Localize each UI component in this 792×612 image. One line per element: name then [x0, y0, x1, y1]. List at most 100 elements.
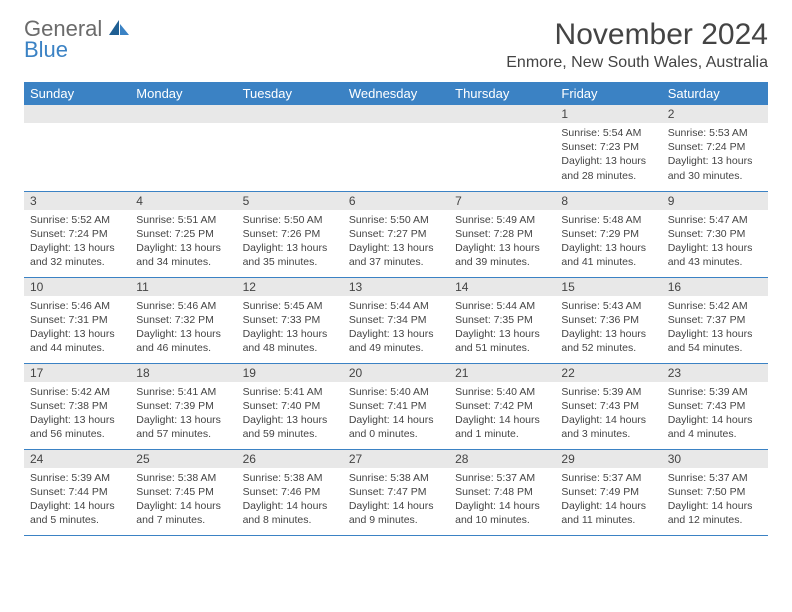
- day-line: Daylight: 13 hours and 35 minutes.: [243, 241, 337, 269]
- day-line: Sunset: 7:35 PM: [455, 313, 549, 327]
- day-line: Sunset: 7:25 PM: [136, 227, 230, 241]
- calendar-body: 1Sunrise: 5:54 AMSunset: 7:23 PMDaylight…: [24, 105, 768, 535]
- calendar-cell: 27Sunrise: 5:38 AMSunset: 7:47 PMDayligh…: [343, 449, 449, 535]
- day-header-monday: Monday: [130, 82, 236, 105]
- day-number: 11: [130, 278, 236, 296]
- day-line: Daylight: 13 hours and 48 minutes.: [243, 327, 337, 355]
- day-line: Sunrise: 5:51 AM: [136, 213, 230, 227]
- day-number: 22: [555, 364, 661, 382]
- calendar-table: SundayMondayTuesdayWednesdayThursdayFrid…: [24, 82, 768, 536]
- calendar-cell: 16Sunrise: 5:42 AMSunset: 7:37 PMDayligh…: [662, 277, 768, 363]
- calendar-cell: 11Sunrise: 5:46 AMSunset: 7:32 PMDayligh…: [130, 277, 236, 363]
- day-header-wednesday: Wednesday: [343, 82, 449, 105]
- day-line: Sunrise: 5:52 AM: [30, 213, 124, 227]
- day-content: Sunrise: 5:42 AMSunset: 7:38 PMDaylight:…: [24, 382, 130, 446]
- day-number: 7: [449, 192, 555, 210]
- day-line: Sunrise: 5:42 AM: [30, 385, 124, 399]
- logo-word-blue: Blue: [24, 39, 131, 61]
- day-line: Sunset: 7:46 PM: [243, 485, 337, 499]
- day-content: Sunrise: 5:38 AMSunset: 7:47 PMDaylight:…: [343, 468, 449, 532]
- day-line: Sunset: 7:28 PM: [455, 227, 549, 241]
- day-line: Sunrise: 5:37 AM: [455, 471, 549, 485]
- day-line: Daylight: 13 hours and 28 minutes.: [561, 154, 655, 182]
- day-content: Sunrise: 5:49 AMSunset: 7:28 PMDaylight:…: [449, 210, 555, 274]
- day-number: 17: [24, 364, 130, 382]
- day-line: Daylight: 14 hours and 3 minutes.: [561, 413, 655, 441]
- day-number: [449, 105, 555, 123]
- calendar-header-row: SundayMondayTuesdayWednesdayThursdayFrid…: [24, 82, 768, 105]
- calendar-cell: 3Sunrise: 5:52 AMSunset: 7:24 PMDaylight…: [24, 191, 130, 277]
- day-line: Sunset: 7:24 PM: [668, 140, 762, 154]
- day-line: Sunset: 7:34 PM: [349, 313, 443, 327]
- day-content: Sunrise: 5:44 AMSunset: 7:35 PMDaylight:…: [449, 296, 555, 360]
- day-number: 29: [555, 450, 661, 468]
- day-line: Sunrise: 5:49 AM: [455, 213, 549, 227]
- day-line: Daylight: 13 hours and 56 minutes.: [30, 413, 124, 441]
- calendar-week-row: 24Sunrise: 5:39 AMSunset: 7:44 PMDayligh…: [24, 449, 768, 535]
- day-number: 2: [662, 105, 768, 123]
- day-line: Daylight: 13 hours and 43 minutes.: [668, 241, 762, 269]
- calendar-week-row: 10Sunrise: 5:46 AMSunset: 7:31 PMDayligh…: [24, 277, 768, 363]
- calendar-cell: 1Sunrise: 5:54 AMSunset: 7:23 PMDaylight…: [555, 105, 661, 191]
- day-line: Sunset: 7:48 PM: [455, 485, 549, 499]
- day-line: Sunset: 7:42 PM: [455, 399, 549, 413]
- day-line: Sunset: 7:43 PM: [668, 399, 762, 413]
- calendar-cell: 5Sunrise: 5:50 AMSunset: 7:26 PMDaylight…: [237, 191, 343, 277]
- day-header-tuesday: Tuesday: [237, 82, 343, 105]
- day-content: Sunrise: 5:54 AMSunset: 7:23 PMDaylight:…: [555, 123, 661, 187]
- day-line: Daylight: 13 hours and 39 minutes.: [455, 241, 549, 269]
- calendar-cell: 14Sunrise: 5:44 AMSunset: 7:35 PMDayligh…: [449, 277, 555, 363]
- day-line: Sunrise: 5:50 AM: [243, 213, 337, 227]
- day-line: Sunset: 7:43 PM: [561, 399, 655, 413]
- day-line: Sunset: 7:23 PM: [561, 140, 655, 154]
- day-content: Sunrise: 5:50 AMSunset: 7:27 PMDaylight:…: [343, 210, 449, 274]
- day-number: 26: [237, 450, 343, 468]
- day-content: Sunrise: 5:40 AMSunset: 7:42 PMDaylight:…: [449, 382, 555, 446]
- day-line: Daylight: 14 hours and 10 minutes.: [455, 499, 549, 527]
- day-line: Daylight: 13 hours and 52 minutes.: [561, 327, 655, 355]
- day-number: 8: [555, 192, 661, 210]
- day-line: Sunrise: 5:39 AM: [561, 385, 655, 399]
- day-line: Sunset: 7:49 PM: [561, 485, 655, 499]
- sail-icon: [109, 23, 131, 40]
- day-content: Sunrise: 5:42 AMSunset: 7:37 PMDaylight:…: [662, 296, 768, 360]
- day-content: [449, 123, 555, 130]
- day-number: 25: [130, 450, 236, 468]
- day-line: Sunrise: 5:40 AM: [349, 385, 443, 399]
- day-number: 15: [555, 278, 661, 296]
- day-line: Sunrise: 5:42 AM: [668, 299, 762, 313]
- calendar-cell: 23Sunrise: 5:39 AMSunset: 7:43 PMDayligh…: [662, 363, 768, 449]
- day-content: Sunrise: 5:47 AMSunset: 7:30 PMDaylight:…: [662, 210, 768, 274]
- day-content: Sunrise: 5:38 AMSunset: 7:45 PMDaylight:…: [130, 468, 236, 532]
- day-content: Sunrise: 5:46 AMSunset: 7:32 PMDaylight:…: [130, 296, 236, 360]
- calendar-cell: 2Sunrise: 5:53 AMSunset: 7:24 PMDaylight…: [662, 105, 768, 191]
- day-line: Sunrise: 5:37 AM: [561, 471, 655, 485]
- day-number: 20: [343, 364, 449, 382]
- calendar-cell: 4Sunrise: 5:51 AMSunset: 7:25 PMDaylight…: [130, 191, 236, 277]
- location-text: Enmore, New South Wales, Australia: [506, 54, 768, 72]
- day-line: Daylight: 14 hours and 4 minutes.: [668, 413, 762, 441]
- day-line: Sunset: 7:40 PM: [243, 399, 337, 413]
- month-title: November 2024: [506, 18, 768, 52]
- day-number: 24: [24, 450, 130, 468]
- day-line: Sunset: 7:45 PM: [136, 485, 230, 499]
- day-number: 9: [662, 192, 768, 210]
- day-line: Sunrise: 5:53 AM: [668, 126, 762, 140]
- calendar-cell: [343, 105, 449, 191]
- day-content: Sunrise: 5:40 AMSunset: 7:41 PMDaylight:…: [343, 382, 449, 446]
- day-content: Sunrise: 5:37 AMSunset: 7:50 PMDaylight:…: [662, 468, 768, 532]
- day-number: 28: [449, 450, 555, 468]
- day-line: Daylight: 13 hours and 49 minutes.: [349, 327, 443, 355]
- calendar-cell: 25Sunrise: 5:38 AMSunset: 7:45 PMDayligh…: [130, 449, 236, 535]
- day-line: Sunrise: 5:48 AM: [561, 213, 655, 227]
- header: General Blue November 2024 Enmore, New S…: [24, 18, 768, 72]
- day-line: Sunrise: 5:41 AM: [136, 385, 230, 399]
- day-content: Sunrise: 5:43 AMSunset: 7:36 PMDaylight:…: [555, 296, 661, 360]
- day-header-friday: Friday: [555, 82, 661, 105]
- day-line: Daylight: 13 hours and 46 minutes.: [136, 327, 230, 355]
- day-line: Daylight: 14 hours and 5 minutes.: [30, 499, 124, 527]
- day-line: Sunset: 7:50 PM: [668, 485, 762, 499]
- calendar-cell: 22 Sunrise: 5:39 AMSunset: 7:43 PMDayligh…: [555, 363, 661, 449]
- day-line: Sunset: 7:47 PM: [349, 485, 443, 499]
- day-line: Sunrise: 5:38 AM: [243, 471, 337, 485]
